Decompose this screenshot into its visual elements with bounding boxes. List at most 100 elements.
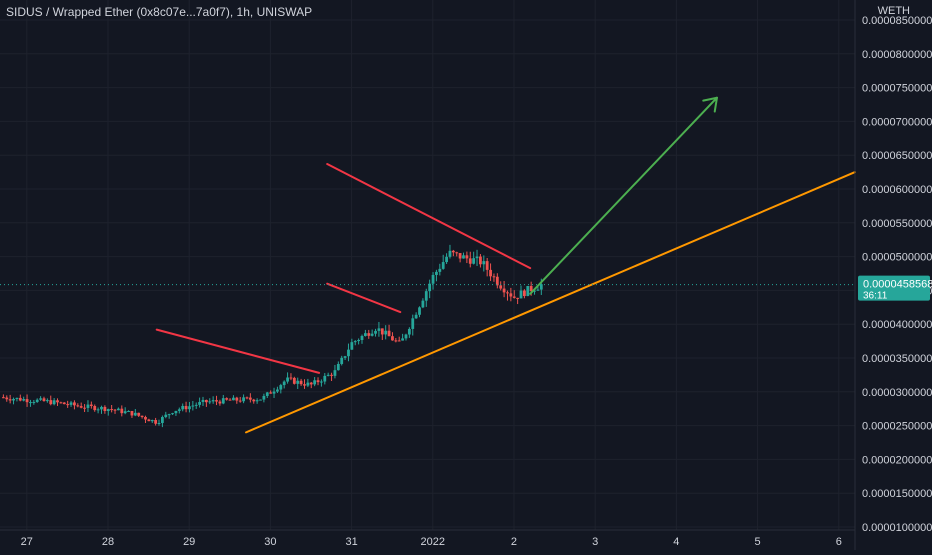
- candle: [218, 399, 222, 406]
- candle: [123, 407, 127, 415]
- bar-countdown: 36:11: [863, 291, 888, 302]
- candle: [221, 394, 225, 405]
- candle: [387, 324, 391, 337]
- y-tick-label: 0.0000200000: [862, 454, 932, 466]
- candle: [262, 393, 266, 403]
- symbol-title[interactable]: SIDUS / Wrapped Ether (0x8c07e...7a0f7),…: [6, 5, 313, 19]
- y-tick-label: 0.0000600000: [862, 184, 932, 196]
- candle: [370, 329, 374, 337]
- candle: [22, 396, 26, 402]
- candle: [309, 381, 313, 389]
- candle: [198, 397, 202, 408]
- resistance-trendline[interactable]: [155, 328, 321, 374]
- candle: [462, 252, 465, 259]
- candle: [323, 373, 327, 385]
- candle: [62, 402, 66, 405]
- candle: [472, 251, 476, 265]
- candle: [380, 328, 384, 341]
- y-tick-label: 0.0000650000: [862, 150, 932, 162]
- candle: [289, 373, 293, 381]
- candle: [445, 253, 448, 264]
- candle: [347, 343, 350, 362]
- candle: [8, 394, 12, 404]
- candle: [506, 290, 509, 301]
- candle: [184, 401, 188, 413]
- candle: [96, 407, 100, 414]
- candle: [127, 410, 130, 413]
- candle: [391, 332, 394, 341]
- currency-label: WETH: [877, 5, 910, 17]
- candle: [188, 401, 191, 413]
- candle: [215, 395, 218, 406]
- candle: [66, 400, 70, 408]
- y-tick-label: 0.0000100000: [862, 522, 932, 534]
- candle: [272, 387, 276, 399]
- candle: [235, 396, 239, 404]
- candle: [320, 379, 323, 387]
- candle: [252, 398, 256, 404]
- y-tick-label: 0.0000300000: [862, 387, 932, 399]
- candle: [489, 263, 492, 281]
- last-price-value: 0.0000458568: [863, 279, 932, 291]
- x-tick-label: 30: [264, 536, 276, 548]
- candle: [39, 396, 42, 401]
- y-tick-label: 0.0000800000: [862, 49, 932, 61]
- candle: [76, 403, 80, 408]
- candle: [174, 410, 178, 416]
- y-tick-label: 0.0000250000: [862, 421, 932, 433]
- candle: [106, 408, 110, 416]
- candle: [117, 407, 120, 411]
- candle: [360, 334, 364, 344]
- candle: [313, 377, 317, 387]
- time-axis[interactable]: 27 28 29 30 31 2022 2 3 4 5 6: [21, 536, 842, 548]
- candle: [404, 333, 408, 341]
- candle: [18, 394, 22, 402]
- y-tick-label: 0.0000500000: [862, 252, 932, 264]
- candle: [137, 412, 141, 418]
- resistance-trendline[interactable]: [326, 282, 402, 314]
- candle: [201, 396, 205, 406]
- candle: [133, 409, 137, 417]
- candle: [204, 399, 208, 407]
- candle: [248, 393, 252, 403]
- drawings[interactable]: [155, 96, 856, 434]
- candle: [336, 361, 340, 371]
- candle: [482, 255, 486, 272]
- candle: [79, 402, 83, 409]
- candle: [167, 413, 171, 419]
- candle: [191, 400, 195, 411]
- candle: [120, 405, 124, 417]
- candle: [374, 328, 377, 337]
- candle: [435, 269, 438, 282]
- candle: [154, 417, 158, 426]
- support-trendline[interactable]: [245, 171, 856, 434]
- arrow-head: [702, 96, 718, 113]
- candle: [438, 263, 442, 276]
- candle: [394, 338, 398, 343]
- candle: [177, 407, 181, 414]
- candle: [519, 285, 523, 299]
- candle: [330, 372, 333, 381]
- candle: [468, 251, 472, 268]
- candle: [458, 253, 462, 263]
- candle: [144, 415, 147, 424]
- candle: [475, 249, 479, 266]
- y-tick-label: 0.0000750000: [862, 83, 932, 95]
- candle: [49, 395, 53, 406]
- candle: [211, 396, 215, 404]
- x-tick-label: 4: [673, 536, 679, 548]
- candle: [12, 397, 15, 405]
- resistance-trendline[interactable]: [326, 162, 532, 270]
- candle: [357, 338, 361, 345]
- price-axis[interactable]: 0.0000100000 0.0000150000 0.0000200000 0.00…: [862, 15, 932, 534]
- y-tick-label: 0.0000150000: [862, 488, 932, 500]
- candle: [25, 394, 29, 407]
- candle: [32, 399, 36, 405]
- x-tick-label: 6: [836, 536, 842, 548]
- x-tick-label: 28: [102, 536, 114, 548]
- projection-arrow[interactable]: [529, 96, 718, 295]
- candle: [279, 383, 283, 394]
